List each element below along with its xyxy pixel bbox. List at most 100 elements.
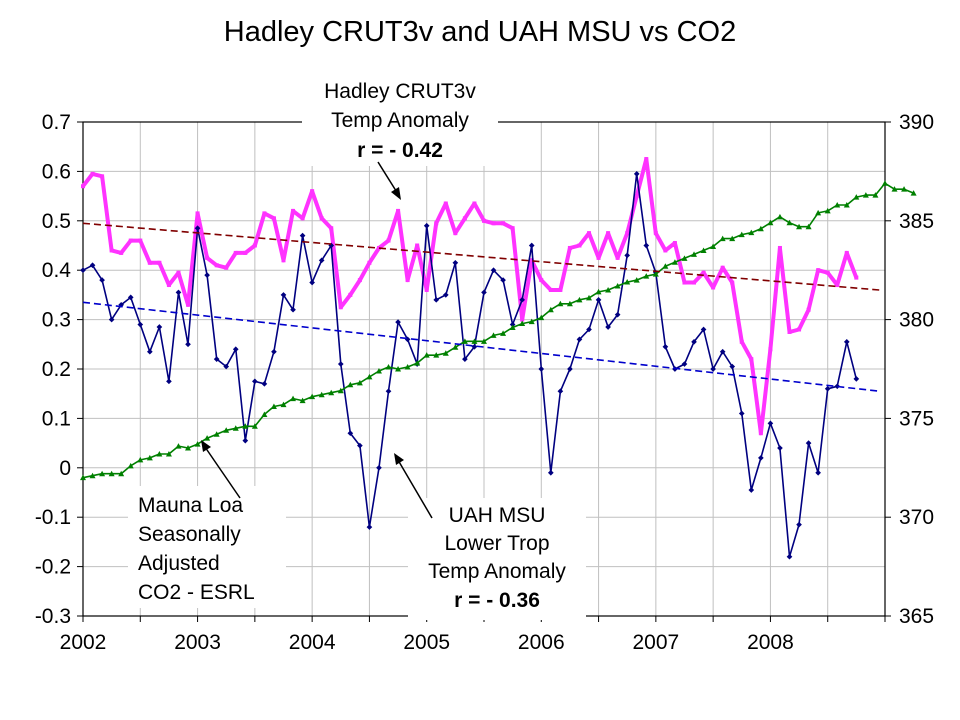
- uah-point: [309, 279, 315, 286]
- uah-point: [347, 430, 354, 437]
- x-tick-label: 2006: [518, 631, 565, 654]
- hadley-point: [138, 238, 143, 243]
- uah-label-line-3: Temp Anomaly: [428, 560, 566, 583]
- hadley-point: [739, 339, 744, 344]
- hadley-label-line-2: Temp Anomaly: [331, 109, 469, 132]
- uah-label-line-2: Lower Trop: [444, 532, 549, 555]
- hadley-point: [520, 317, 525, 322]
- co2-point: [127, 462, 134, 469]
- y-left-tick-label: 0.7: [42, 111, 71, 134]
- hadley-point: [806, 307, 811, 312]
- uah-label-bg: [408, 498, 586, 620]
- co2-point: [738, 231, 745, 238]
- co2-point: [328, 389, 335, 396]
- hadley-point: [186, 302, 191, 307]
- uah-point: [853, 376, 860, 382]
- co2-point: [614, 283, 621, 289]
- co2-point: [232, 425, 239, 431]
- hadley-point: [233, 250, 238, 255]
- uah-point: [232, 346, 239, 353]
- co2-point: [414, 360, 421, 366]
- co2-point: [624, 279, 631, 285]
- hadley-point: [720, 265, 725, 270]
- co2-point: [80, 474, 86, 481]
- co2-point: [290, 395, 297, 402]
- uah-point: [80, 267, 86, 274]
- axes: 0.7 0.6 0.5 0.4 0.3 0.2 0.1 0 -0.1 -0.2 -0.3 390 385…: [35, 111, 934, 654]
- y-left-tick-label: 0: [59, 457, 71, 480]
- co2-point: [471, 338, 478, 344]
- co2-point: [213, 431, 220, 437]
- hadley-point: [434, 221, 439, 226]
- hadley-point: [329, 226, 334, 231]
- mauna-loa-seasonally-adjusted-co2-esrl-line: [82, 182, 914, 479]
- co2-point: [652, 271, 659, 277]
- hadley-point: [291, 208, 296, 213]
- hadley-point: [243, 250, 248, 255]
- hadley-point: [319, 216, 324, 221]
- co2-point: [137, 456, 144, 463]
- co2-point: [757, 225, 764, 232]
- uah-point: [710, 366, 716, 372]
- hadley-point: [701, 270, 706, 275]
- y-left-tick-label: 0.2: [42, 358, 71, 381]
- y-left-tick-label: -0.3: [35, 605, 71, 628]
- uah-point: [528, 242, 535, 249]
- uah-point: [194, 225, 201, 232]
- hadley-point: [596, 255, 601, 260]
- uah-point: [777, 445, 783, 451]
- uah-point: [576, 336, 583, 343]
- co2-point: [910, 190, 917, 196]
- hadley-point: [625, 231, 630, 236]
- co2-point: [118, 470, 125, 477]
- hadley-point: [453, 231, 458, 236]
- hadley-point: [587, 231, 592, 236]
- hadley-point: [128, 238, 133, 243]
- uah-msu-lower-trop-temp-anomaly-line: [82, 173, 858, 558]
- co2-point: [576, 296, 583, 303]
- uah-point: [223, 363, 230, 370]
- uah-point: [156, 324, 163, 330]
- co2-point: [156, 450, 163, 457]
- co2-arrow-line: [204, 446, 241, 499]
- uah-point: [175, 289, 182, 296]
- co2-point: [595, 288, 602, 295]
- y-left-tick-label: -0.2: [35, 556, 71, 579]
- co2-point: [710, 243, 717, 249]
- hadley-point: [357, 278, 362, 283]
- co2-point: [194, 441, 201, 447]
- hadley-point: [405, 278, 410, 283]
- hadley-point: [797, 327, 802, 332]
- hadley-point: [711, 285, 716, 290]
- hadley-point: [835, 283, 840, 288]
- hadley-point: [252, 243, 257, 248]
- co2-point: [681, 255, 688, 261]
- co2-point: [509, 324, 516, 331]
- hadley-point: [376, 245, 381, 250]
- uah-point: [99, 277, 105, 283]
- y-right-tick-label: 385: [899, 210, 934, 233]
- uah-point: [89, 262, 96, 269]
- hadley-point: [663, 248, 668, 253]
- hadley-point: [100, 174, 105, 179]
- co2-point: [251, 423, 258, 429]
- uah-point: [280, 292, 287, 298]
- uah-point: [366, 524, 373, 530]
- co2-point: [528, 318, 535, 325]
- hadley-point: [854, 275, 859, 280]
- co2-point: [223, 427, 230, 433]
- co2-label-line-2: Seasonally: [138, 523, 241, 546]
- co2-point: [404, 364, 411, 370]
- uah-point: [204, 272, 210, 278]
- hadley-point: [195, 211, 200, 216]
- uah-point: [748, 487, 755, 493]
- co2-point: [824, 207, 831, 214]
- uah-point: [471, 343, 478, 350]
- co2-point: [108, 470, 115, 477]
- co2-point: [901, 186, 908, 192]
- uah-point: [185, 341, 191, 348]
- hadley-point: [816, 268, 821, 273]
- hadley-point: [310, 189, 315, 194]
- hadley-point: [510, 226, 515, 231]
- co2-point: [605, 286, 612, 293]
